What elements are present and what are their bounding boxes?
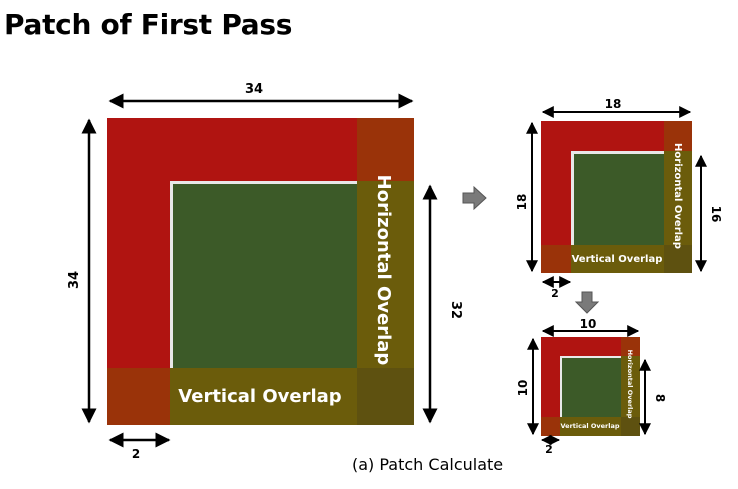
medium-inner-label: 16 [709,206,723,223]
large-patch: Vertical Overlap Horizontal Overlap 34 3… [67,82,463,461]
small-patch: Vertical Overlap Horizontal Overlap 10 1… [516,317,667,456]
large-inner-label: 32 [448,301,463,319]
medium-overlap-intersection [664,245,692,273]
large-overlap-intersection [357,368,414,425]
medium-height-label: 18 [515,194,529,211]
small-width-label: 10 [580,317,597,331]
large-corner-bottom-left [107,368,170,425]
step-arrow-right-icon [462,185,487,211]
medium-corner-top-right [664,121,692,151]
medium-horizontal-overlap-label: Horizontal Overlap [672,143,683,249]
large-width-label: 34 [245,82,263,97]
large-vertical-overlap-label: Vertical Overlap [178,386,341,407]
medium-corner-bottom-left [541,245,571,273]
medium-offset-label: 2 [551,287,559,300]
small-corner-top-right [621,337,640,356]
large-height-label: 34 [67,271,82,289]
small-vertical-overlap-band [541,417,640,436]
page-title: Patch of First Pass [4,8,293,41]
large-corner-top-right [357,118,414,181]
small-inner-label: 8 [653,394,667,402]
medium-vertical-overlap-label: Vertical Overlap [572,254,663,265]
small-horizontal-overlap-band [621,337,640,436]
step-arrow-down-icon [574,291,600,314]
large-offset-label: 2 [132,447,140,461]
medium-patch: Vertical Overlap Horizontal Overlap 18 1… [515,97,723,300]
small-horizontal-overlap-label: Horizontal Overlap [626,350,634,419]
small-offset-label: 2 [545,443,553,456]
medium-width-label: 18 [605,97,622,111]
small-overlap-intersection [621,417,640,436]
large-horizontal-overlap-label: Horizontal Overlap [373,175,394,366]
small-vertical-overlap-label: Vertical Overlap [561,422,620,430]
small-height-label: 10 [516,380,530,397]
figure-caption: (a) Patch Calculate [352,455,504,474]
small-corner-bottom-left [541,417,560,436]
